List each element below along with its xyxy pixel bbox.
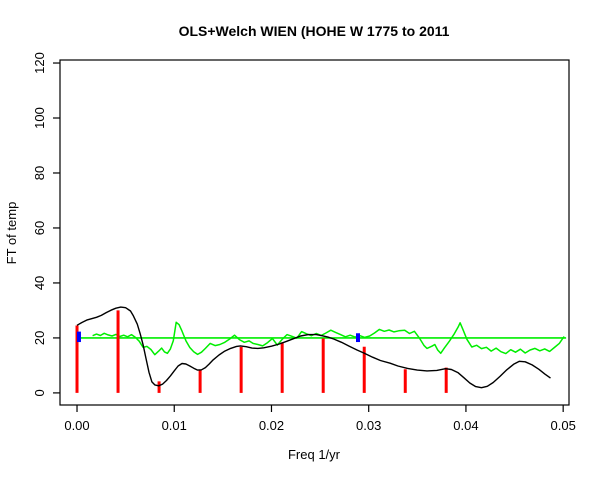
y-axis-label: FT of temp bbox=[4, 202, 19, 265]
y-tick-label: 80 bbox=[32, 166, 47, 180]
fourier-peak-spikes bbox=[75, 310, 448, 393]
noise-spectrum-line bbox=[92, 321, 565, 356]
chart-title: OLS+Welch WIEN (HOHE W 1775 to 2011 bbox=[179, 23, 450, 39]
y-tick-label: 100 bbox=[32, 107, 47, 129]
x-tick-label: 0.01 bbox=[162, 418, 187, 433]
chart-series bbox=[75, 306, 567, 393]
x-axis-label: Freq 1/yr bbox=[288, 447, 341, 462]
y-tick-label: 40 bbox=[32, 276, 47, 290]
y-tick-label: 60 bbox=[32, 221, 47, 235]
axis-ticks: 0.00 0.01 0.02 0.03 0.04 0.05 0 20 40 60 80 100 120 bbox=[32, 52, 576, 433]
frequency-marker-ticks bbox=[76, 331, 361, 343]
x-tick-label: 0.02 bbox=[259, 418, 284, 433]
welch-spectrum-line-path bbox=[76, 306, 551, 389]
x-tick-label: 0.03 bbox=[356, 418, 381, 433]
noise-spectrum-line-path bbox=[92, 321, 565, 356]
x-tick-label: 0.05 bbox=[551, 418, 576, 433]
welch-spectrum-line bbox=[76, 306, 551, 389]
x-tick-label: 0.04 bbox=[453, 418, 478, 433]
y-tick-label: 20 bbox=[32, 331, 47, 345]
x-tick-label: 0.00 bbox=[64, 418, 89, 433]
y-tick-label: 120 bbox=[32, 52, 47, 74]
plot-box bbox=[59, 59, 570, 406]
y-tick-label: 0 bbox=[32, 389, 47, 396]
